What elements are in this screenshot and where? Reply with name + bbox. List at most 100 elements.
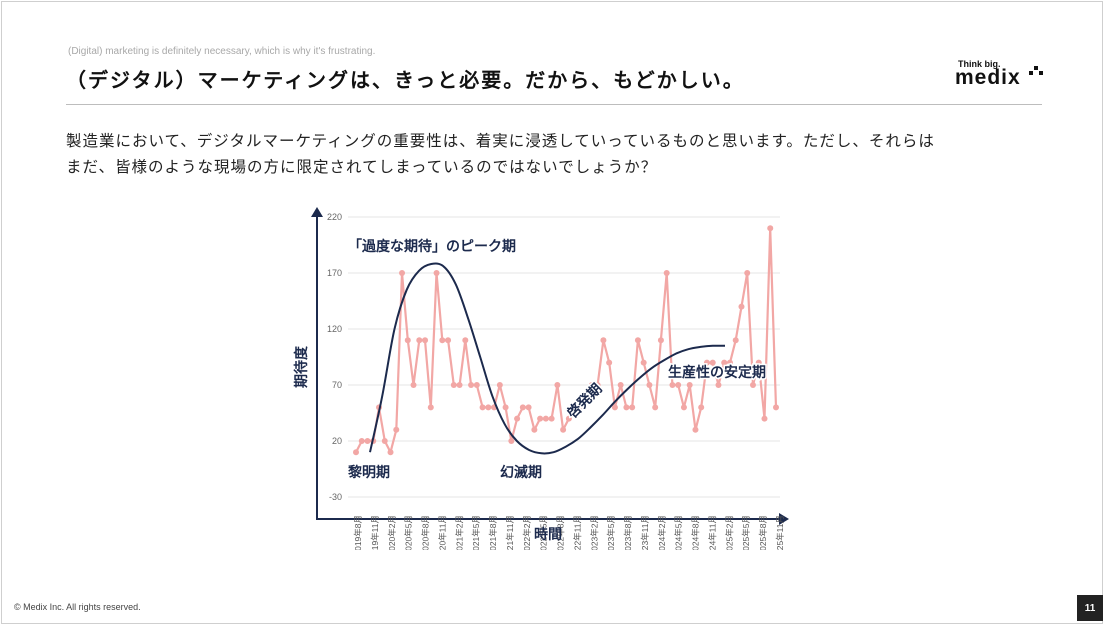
data-point	[571, 404, 578, 411]
slide-title: （デジタル）マーケティングは、きっと必要。だから、もどかしい。	[66, 68, 745, 92]
data-point	[387, 449, 394, 456]
x-tick-label: 2022年8月	[556, 515, 566, 550]
x-tick-label: 2024年8月	[691, 515, 701, 550]
y-tick-label: -30	[329, 492, 342, 502]
x-tick-label: 2022年2月	[522, 515, 532, 550]
hype-cycle-curve	[369, 262, 726, 455]
annotation-plateau: 生産性の安定期	[668, 364, 766, 381]
data-point	[686, 382, 693, 388]
y-tick-label: 70	[332, 380, 342, 390]
x-tick-label: 2020年5月	[404, 515, 414, 550]
data-point	[496, 382, 503, 388]
data-point	[531, 426, 538, 433]
y-tick-label: 120	[327, 324, 342, 334]
x-tick-label: 2019年11月	[370, 515, 380, 550]
annotation-trough: 幻滅期	[500, 464, 542, 481]
data-point	[732, 337, 739, 344]
data-point	[646, 382, 653, 388]
data-point	[761, 415, 768, 422]
y-tick-label: 20	[332, 436, 342, 446]
data-point	[640, 359, 647, 366]
data-point	[749, 382, 756, 388]
data-point	[381, 438, 388, 444]
x-tick-label: 2023年8月	[623, 515, 633, 550]
x-tick-label: 2022年11月	[572, 515, 582, 550]
data-point	[450, 382, 457, 388]
x-tick-label: 2021年2月	[454, 515, 464, 550]
data-point	[353, 449, 359, 456]
data-point	[657, 337, 664, 344]
logo-pixel-mark-icon	[1029, 66, 1043, 75]
y-tick-label: 170	[327, 268, 342, 278]
data-point	[773, 404, 779, 411]
x-tick-label: 2024年5月	[674, 515, 684, 550]
data-point	[542, 415, 549, 422]
copyright: © Medix Inc. All rights reserved.	[14, 602, 141, 612]
data-point	[617, 382, 624, 388]
data-point	[629, 404, 636, 411]
y-tick-label: 220	[327, 212, 342, 222]
logo-wordmark: medix	[955, 66, 1021, 89]
data-point	[611, 404, 618, 411]
logo-tagline: Think big.	[958, 59, 1001, 69]
data-point	[364, 438, 371, 444]
data-point	[744, 270, 751, 276]
x-tick-label: 2022年5月	[539, 515, 549, 550]
data-point	[583, 393, 590, 400]
x-tick-label: 2021年8月	[488, 515, 498, 550]
x-tick-label: 2025年2月	[724, 515, 734, 550]
data-point	[594, 382, 601, 388]
x-tick-label: 2024年11月	[707, 515, 717, 550]
data-point	[623, 404, 630, 411]
x-tick-label: 2020年8月	[421, 515, 431, 550]
data-point	[462, 337, 469, 344]
data-point	[508, 438, 515, 444]
data-point	[675, 382, 682, 388]
data-point	[606, 359, 613, 366]
data-point	[404, 337, 411, 344]
page-number: 11	[1077, 595, 1103, 621]
x-tick-label: 2020年2月	[387, 515, 397, 550]
x-tick-label: 2025年11月	[775, 515, 785, 550]
x-axis-title: 時間	[534, 526, 562, 543]
x-tick-label: 2021年11月	[505, 515, 515, 550]
data-point	[433, 270, 440, 276]
data-point	[669, 382, 676, 388]
data-point	[410, 382, 417, 388]
data-point	[755, 359, 762, 366]
data-point	[519, 404, 526, 411]
data-point	[767, 225, 774, 232]
data-point	[537, 415, 544, 422]
annotation-slope: 啓発期	[564, 380, 606, 422]
data-point	[577, 404, 584, 411]
data-point	[726, 359, 733, 366]
x-tick-label: 2019年8月	[353, 515, 363, 550]
data-point	[358, 438, 365, 444]
header-divider	[66, 104, 1042, 105]
data-point	[565, 415, 572, 422]
lead-line-2: まだ、皆様のような現場の方に限定されてしまっているのではないでしょうか？	[66, 158, 658, 176]
data-point	[427, 404, 434, 411]
data-point	[709, 359, 716, 366]
data-point	[479, 404, 486, 411]
data-point	[698, 404, 705, 411]
data-point	[715, 382, 722, 388]
annotation-peak: 「過度な期待」のピーク期	[348, 238, 516, 255]
data-point	[703, 359, 710, 366]
data-point	[485, 404, 492, 411]
annotation-dawn: 黎明期	[348, 464, 390, 481]
y-axis-title: 期待度	[293, 345, 310, 388]
data-point	[738, 303, 745, 310]
data-point	[439, 337, 446, 344]
hype-cycle-chart: -30 20 70 120 170 220 2019年8月 2019年11月 2020年2月 20…	[293, 207, 789, 550]
x-tick-label: 2021年5月	[471, 515, 481, 550]
data-point	[473, 382, 480, 388]
data-point	[600, 337, 607, 344]
data-point	[663, 270, 670, 276]
data-point	[393, 426, 400, 433]
data-point	[416, 337, 423, 344]
x-tick-label: 2023年5月	[606, 515, 616, 550]
data-point	[560, 426, 567, 433]
data-point	[554, 382, 561, 388]
